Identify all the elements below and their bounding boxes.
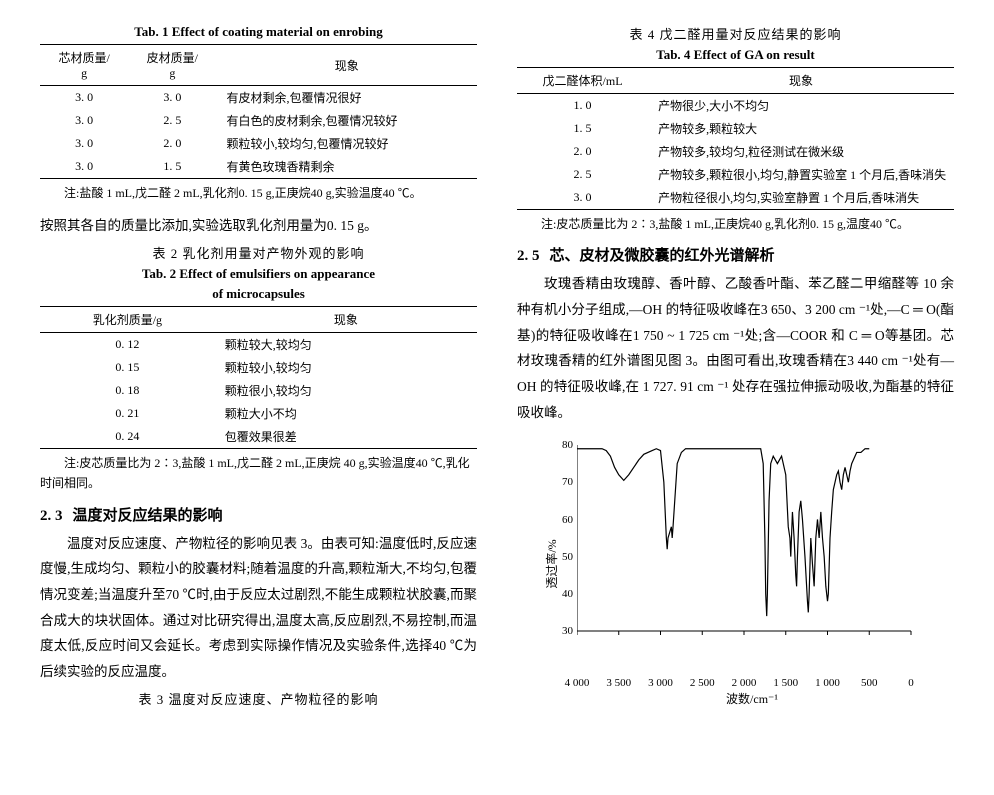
table-cell: 颗粒较小,较均匀,包覆情况较好 [216, 132, 477, 155]
table-cell: 2. 0 [128, 132, 216, 155]
table-cell: 3. 0 [40, 109, 128, 132]
table-cell: 颗粒大小不均 [215, 402, 477, 425]
chart-ylabel: 透过率/% [543, 540, 560, 589]
tab4-col1: 戊二醛体积/mL [517, 68, 648, 94]
chart-xtick: 3 500 [606, 677, 631, 689]
table-row: 0. 24包覆效果很差 [40, 425, 477, 449]
chart-xtick: 0 [908, 677, 914, 689]
table-cell: 3. 0 [128, 86, 216, 110]
tab4-title-en: Tab. 4 Effect of GA on result [517, 47, 954, 63]
ir-spectrum-chart: 透过率/% 304050607080 4 0003 5003 0002 5002… [547, 439, 927, 689]
chart-ytick: 70 [543, 476, 573, 488]
chart-ytick: 60 [543, 514, 573, 526]
table-cell: 0. 21 [40, 402, 215, 425]
table-cell: 有白色的皮材剩余,包覆情况较好 [216, 109, 477, 132]
chart-xtick: 1 000 [815, 677, 840, 689]
table-cell: 0. 18 [40, 379, 215, 402]
sec23-title: 温度对反应结果的影响 [73, 508, 223, 524]
chart-ytick: 80 [543, 439, 573, 451]
tab2-title-en1: Tab. 2 Effect of emulsifiers on appearan… [40, 266, 477, 282]
sec25-title: 芯、皮材及微胶囊的红外光谱解析 [550, 248, 775, 264]
section-2-3-heading: 2. 3 温度对反应结果的影响 [40, 504, 477, 525]
table-cell: 包覆效果很差 [215, 425, 477, 449]
table-cell: 3. 0 [517, 186, 648, 210]
table-row: 0. 12颗粒较大,较均匀 [40, 333, 477, 357]
chart-ytick: 30 [543, 625, 573, 637]
tab4-title-cn: 表 4 戊二醛用量对反应结果的影响 [517, 24, 954, 43]
tab2-col1: 乳化剂质量/g [40, 307, 215, 333]
table-cell: 颗粒很小,较均匀 [215, 379, 477, 402]
table-cell: 颗粒较小,较均匀 [215, 356, 477, 379]
table-row: 1. 0产物很少,大小不均匀 [517, 94, 954, 118]
tab1-note: 注:盐酸 1 mL,戊二醛 2 mL,乳化剂0. 15 g,正庚烷40 g,实验… [40, 183, 477, 203]
table-cell: 1. 5 [128, 155, 216, 179]
table-cell: 3. 0 [40, 132, 128, 155]
table-4: 戊二醛体积/mL 现象 1. 0产物很少,大小不均匀1. 5产物较多,颗粒较大2… [517, 67, 954, 210]
tab2-title-en2: of microcapsules [40, 286, 477, 302]
tab2-col2: 现象 [215, 307, 477, 333]
table-cell: 0. 15 [40, 356, 215, 379]
table-row: 3. 03. 0有皮材剩余,包覆情况很好 [40, 86, 477, 110]
table-row: 0. 21颗粒大小不均 [40, 402, 477, 425]
table-1: 芯材质量/ g 皮材质量/ g 现象 3. 03. 0有皮材剩余,包覆情况很好3… [40, 44, 477, 179]
table-row: 3. 02. 5有白色的皮材剩余,包覆情况较好 [40, 109, 477, 132]
table-row: 2. 5产物较多,颗粒很小,均匀,静置实验室 1 个月后,香味消失 [517, 163, 954, 186]
table-row: 0. 18颗粒很小,较均匀 [40, 379, 477, 402]
table-cell: 0. 12 [40, 333, 215, 357]
chart-xtick: 1 500 [773, 677, 798, 689]
table-cell: 颗粒较大,较均匀 [215, 333, 477, 357]
sec25-num: 2. 5 [517, 248, 540, 264]
sec23-body: 温度对反应速度、产物粒径的影响见表 3。由表可知:温度低时,反应速度慢,生成均匀… [40, 531, 477, 685]
table-cell: 3. 0 [40, 86, 128, 110]
tab1-col3: 现象 [216, 45, 477, 86]
table-2: 乳化剂质量/g 现象 0. 12颗粒较大,较均匀0. 15颗粒较小,较均匀0. … [40, 306, 477, 449]
table-cell: 3. 0 [40, 155, 128, 179]
sec23-num: 2. 3 [40, 508, 63, 524]
tab1-title-en: Tab. 1 Effect of coating material on enr… [40, 24, 477, 40]
table-cell: 有皮材剩余,包覆情况很好 [216, 86, 477, 110]
left-column: Tab. 1 Effect of coating material on enr… [40, 20, 477, 712]
table-row: 2. 0产物较多,较均匀,粒径测试在微米级 [517, 140, 954, 163]
tab4-col2: 现象 [648, 68, 954, 94]
table-cell: 1. 5 [517, 117, 648, 140]
chart-xtick: 3 000 [648, 677, 673, 689]
table-cell: 产物较多,颗粒较大 [648, 117, 954, 140]
table-cell: 产物较多,较均匀,粒径测试在微米级 [648, 140, 954, 163]
table-cell: 2. 5 [128, 109, 216, 132]
chart-xtick: 2 000 [732, 677, 757, 689]
table-cell: 产物较多,颗粒很小,均匀,静置实验室 1 个月后,香味消失 [648, 163, 954, 186]
para-emulsifier: 按照其各自的质量比添加,实验选取乳化剂用量为0. 15 g。 [40, 213, 477, 239]
table-cell: 产物很少,大小不均匀 [648, 94, 954, 118]
chart-ytick: 50 [543, 551, 573, 563]
table-row: 3. 0产物粒径很小,均匀,实验室静置 1 个月后,香味消失 [517, 186, 954, 210]
tab3-title-cn: 表 3 温度对反应速度、产物粒径的影响 [40, 689, 477, 708]
table-row: 0. 15颗粒较小,较均匀 [40, 356, 477, 379]
chart-xtick: 2 500 [690, 677, 715, 689]
chart-svg [577, 439, 917, 649]
tab4-note: 注:皮芯质量比为 2∶3,盐酸 1 mL,正庚烷40 g,乳化剂0. 15 g,… [517, 214, 954, 234]
chart-xtick: 500 [861, 677, 878, 689]
tab2-note: 注:皮芯质量比为 2∶3,盐酸 1 mL,戊二醛 2 mL,正庚烷 40 g,实… [40, 453, 477, 494]
table-row: 3. 02. 0颗粒较小,较均匀,包覆情况较好 [40, 132, 477, 155]
right-column: 表 4 戊二醛用量对反应结果的影响 Tab. 4 Effect of GA on… [517, 20, 954, 712]
sec25-body: 玫瑰香精由玫瑰醇、香叶醇、乙酸香叶酯、苯乙醛二甲缩醛等 10 余种有机小分子组成… [517, 271, 954, 425]
table-cell: 2. 5 [517, 163, 648, 186]
tab2-title-cn: 表 2 乳化剂用量对产物外观的影响 [40, 243, 477, 262]
table-cell: 产物粒径很小,均匀,实验室静置 1 个月后,香味消失 [648, 186, 954, 210]
table-cell: 0. 24 [40, 425, 215, 449]
tab1-col2: 皮材质量/ g [128, 45, 216, 86]
table-row: 1. 5产物较多,颗粒较大 [517, 117, 954, 140]
chart-ytick: 40 [543, 588, 573, 600]
table-row: 3. 01. 5有黄色玫瑰香精剩余 [40, 155, 477, 179]
tab1-col1: 芯材质量/ g [40, 45, 128, 86]
section-2-5-heading: 2. 5 芯、皮材及微胶囊的红外光谱解析 [517, 244, 954, 265]
chart-xtick: 4 000 [565, 677, 590, 689]
table-cell: 有黄色玫瑰香精剩余 [216, 155, 477, 179]
table-cell: 1. 0 [517, 94, 648, 118]
table-cell: 2. 0 [517, 140, 648, 163]
chart-xlabel: 波数/cm⁻¹ [726, 690, 778, 707]
two-column-layout: Tab. 1 Effect of coating material on enr… [40, 20, 954, 712]
